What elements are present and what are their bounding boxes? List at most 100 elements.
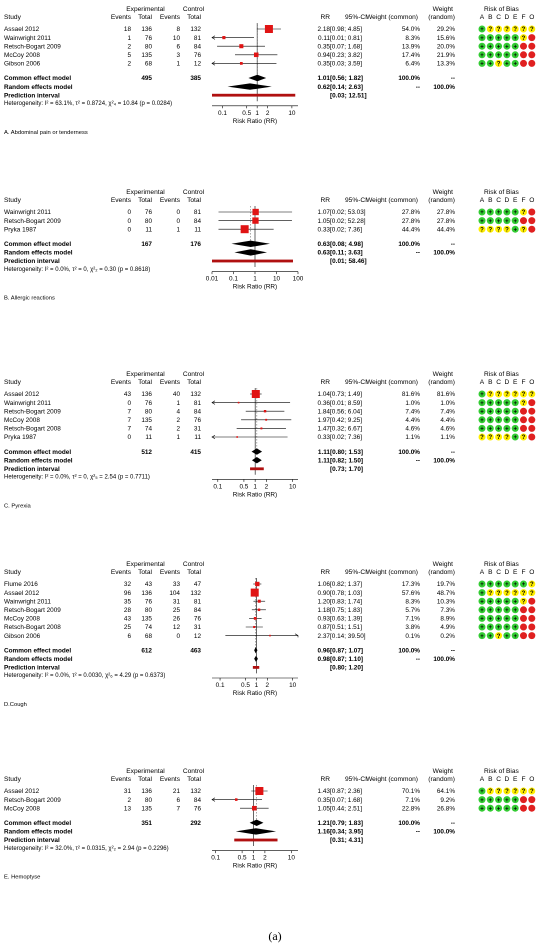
x-axis-tick-label: 0.5	[242, 110, 251, 117]
study-rr: 0.87	[318, 624, 331, 631]
common-rr: 0.63	[318, 241, 331, 248]
rob-symbol: +	[489, 219, 493, 225]
rob-dot-g	[486, 42, 494, 50]
rob-dot-y	[528, 580, 536, 588]
header-rob-domain-E: E	[513, 776, 518, 783]
header-exp-events: Events	[111, 197, 132, 204]
rob-dot-r	[528, 51, 536, 59]
ctrl-total: 81	[194, 209, 202, 216]
rob-dot-y	[503, 589, 511, 597]
ctrl-total: 132	[190, 391, 201, 398]
rob-symbol: +	[497, 599, 501, 605]
study-ci: [0.44; 2.51]	[330, 805, 362, 812]
rob-dot-g	[503, 399, 511, 407]
x-axis-tick-label: 0.1	[211, 855, 220, 862]
exp-events: 2	[127, 61, 131, 68]
rob-dot-g	[503, 580, 511, 588]
header-risk-of-bias: Risk of Bias	[484, 561, 520, 568]
ctrl-total: 132	[190, 26, 201, 33]
random-ci: [0.87; 1.10]	[330, 656, 363, 663]
rob-symbol: +	[489, 608, 493, 614]
prediction-interval-label: Prediction interval	[4, 665, 60, 672]
header-experimental: Experimental	[126, 561, 165, 568]
rob-dot-g	[478, 42, 486, 50]
header-control: Control	[183, 189, 205, 196]
rob-dot-g	[478, 623, 486, 631]
rob-dot-r	[528, 42, 536, 50]
rob-dot-g	[503, 796, 511, 804]
rob-dot-r	[520, 59, 527, 67]
study-name: Flume 2016	[4, 581, 38, 588]
header-rr: RR	[320, 776, 330, 783]
study-rr: 0.11	[318, 35, 330, 42]
header-exp-events: Events	[111, 776, 132, 783]
rob-symbol: ?	[505, 789, 509, 795]
rob-dot-y	[495, 589, 503, 597]
exp-events: 43	[124, 391, 132, 398]
ctrl-events: 1	[176, 434, 180, 441]
rob-symbol: ?	[497, 591, 501, 597]
rob-dot-g	[478, 217, 486, 225]
rob-dot-y	[495, 433, 503, 441]
rob-dot-r	[520, 606, 527, 614]
rob-dot-g	[511, 42, 519, 50]
study-weight-square	[236, 436, 238, 438]
x-axis-tick-label: 0.5	[238, 855, 247, 862]
ctrl-total: 31	[194, 624, 202, 631]
random-ci: [0.34; 3.95]	[330, 829, 363, 836]
study-weight-random: 20.0%	[437, 43, 455, 50]
ci-arrow-left	[211, 797, 216, 802]
header-rob-domain-B: B	[488, 379, 493, 386]
random-ci: [0.14; 2.63]	[330, 84, 363, 91]
exp-total: 80	[145, 408, 153, 415]
exp-total: 136	[141, 788, 152, 795]
study-weight-square	[264, 25, 273, 33]
header-rob-domain-O: O	[529, 569, 534, 576]
rob-dot-g	[486, 614, 494, 622]
exp-events: 25	[124, 624, 132, 631]
rob-dot-y	[486, 589, 494, 597]
rob-dot-g	[486, 51, 494, 59]
exp-total: 80	[145, 607, 153, 614]
rob-symbol: ?	[522, 36, 526, 42]
rob-symbol: ?	[530, 789, 534, 795]
exp-events: 0	[127, 226, 131, 233]
exp-events: 0	[127, 434, 131, 441]
heterogeneity-text: Heterogeneity: I² = 32.0%, τ² = 0.0315, …	[4, 846, 169, 852]
rob-dot-g	[486, 632, 494, 640]
heterogeneity-text: Heterogeneity: I² = 0.0%, τ² = 0, χ²₂ = …	[4, 267, 150, 273]
header-rob-domain-C: C	[496, 776, 501, 783]
header-weight-random: (random)	[428, 569, 455, 576]
rob-symbol: +	[489, 53, 493, 59]
rob-symbol: +	[497, 401, 501, 407]
rob-symbol: +	[489, 210, 493, 216]
rob-dot-g	[511, 217, 519, 225]
forest-panel-4: Experimental Control Weight Risk of Bias Stu…	[4, 561, 536, 708]
ctrl-events: 2	[176, 417, 180, 424]
ctrl-total: 84	[194, 607, 202, 614]
prediction-interval-bar	[212, 93, 296, 97]
ctrl-total: 132	[190, 788, 201, 795]
header-rob-domain-E: E	[513, 379, 518, 386]
rob-dot-r	[520, 632, 527, 640]
exp-events: 35	[124, 598, 132, 605]
rob-symbol: +	[497, 625, 501, 631]
rob-dot-r	[528, 796, 536, 804]
study-name: McCoy 2008	[4, 616, 40, 623]
rob-dot-y	[495, 25, 503, 33]
random-rr: 0.63	[318, 250, 331, 257]
rob-symbol: +	[513, 599, 517, 605]
study-weight-random: 10.3%	[437, 598, 455, 605]
exp-total: 80	[145, 797, 153, 804]
study-weight-random: 4.9%	[440, 624, 455, 631]
study-weight-random: 29.2%	[437, 26, 455, 33]
header-experimental: Experimental	[126, 768, 165, 775]
rob-dot-g	[486, 399, 494, 407]
rob-symbol: +	[480, 401, 484, 407]
study-weight-random: 21.9%	[437, 52, 455, 59]
study-weight-square	[253, 625, 256, 629]
study-weight-random: 48.7%	[437, 590, 455, 597]
rob-dot-r	[520, 416, 527, 424]
common-weight-random: --	[451, 647, 455, 654]
rob-dot-y	[528, 589, 536, 597]
